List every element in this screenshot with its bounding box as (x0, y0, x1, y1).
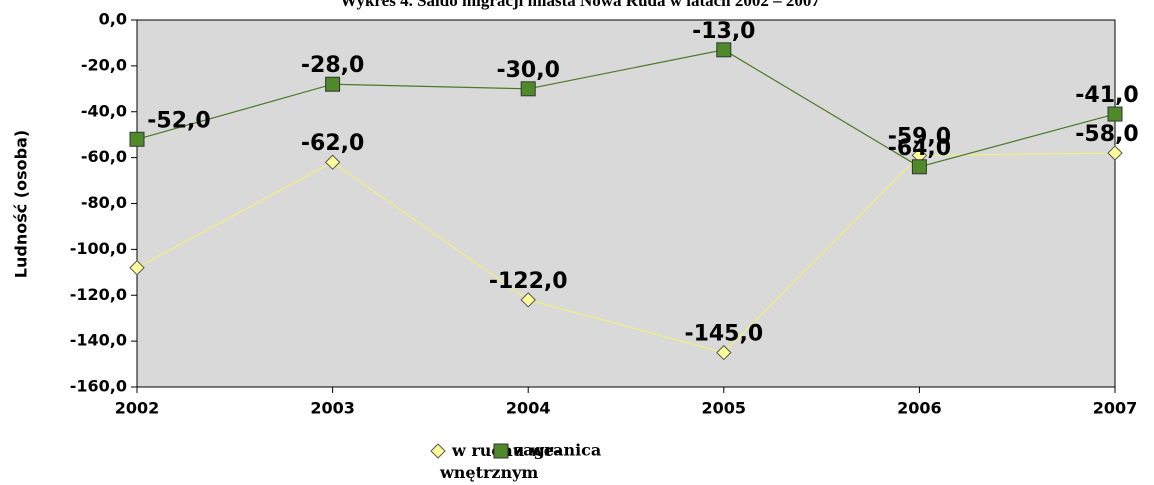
y-tick-label: -120,0 (70, 285, 127, 304)
y-tick-label: 0,0 (99, 10, 127, 29)
marker (520, 81, 536, 97)
marker (324, 154, 341, 170)
y-tick-label: -100,0 (70, 239, 127, 258)
marker (325, 76, 341, 92)
x-tick-label: 2002 (115, 399, 160, 418)
y-tick-label: -160,0 (70, 377, 127, 396)
x-tick-label: 2006 (897, 399, 942, 418)
marker (1107, 106, 1123, 122)
legend-marker (430, 443, 446, 459)
y-axis-label: Ludność (osoba) (12, 130, 31, 278)
legend-label: w ruchu we-wnętrznym (439, 441, 561, 482)
data-label: -58,0 (1075, 122, 1138, 147)
x-tick-label: 2005 (702, 399, 747, 418)
legend-label: zagranica (514, 441, 601, 460)
marker (520, 292, 536, 308)
x-tick-label: 2007 (1093, 399, 1138, 418)
y-tick-label: -20,0 (81, 55, 127, 74)
y-tick-label: -140,0 (70, 331, 127, 350)
y-tick-label: -40,0 (81, 101, 127, 120)
marker (716, 344, 732, 361)
chart-title: Wykres 4. Saldo migracji miasta Nowa Rud… (340, 0, 820, 10)
data-label: -145,0 (684, 322, 763, 347)
data-label: -28,0 (301, 53, 364, 78)
x-tick-label: 2003 (310, 399, 355, 418)
x-tick-label: 2004 (506, 399, 551, 418)
series-line (136, 152, 1116, 354)
marker (129, 131, 145, 147)
legend-marker (493, 443, 509, 459)
y-tick-label: -80,0 (81, 193, 127, 212)
series-line (136, 49, 1116, 168)
data-label: -52,0 (147, 108, 210, 133)
data-label: -59,0 (888, 124, 951, 149)
data-label: -64,0 (888, 136, 951, 161)
y-tick-label: -60,0 (81, 147, 127, 166)
data-label: -41,0 (1075, 83, 1138, 108)
data-label: -122,0 (489, 269, 568, 294)
data-label: -62,0 (301, 131, 364, 156)
marker (1107, 145, 1123, 161)
data-label: -30,0 (496, 58, 559, 83)
marker (129, 260, 145, 276)
marker (911, 159, 927, 175)
plot-area (136, 19, 1116, 388)
data-label: -13,0 (692, 19, 755, 44)
marker (716, 42, 732, 58)
